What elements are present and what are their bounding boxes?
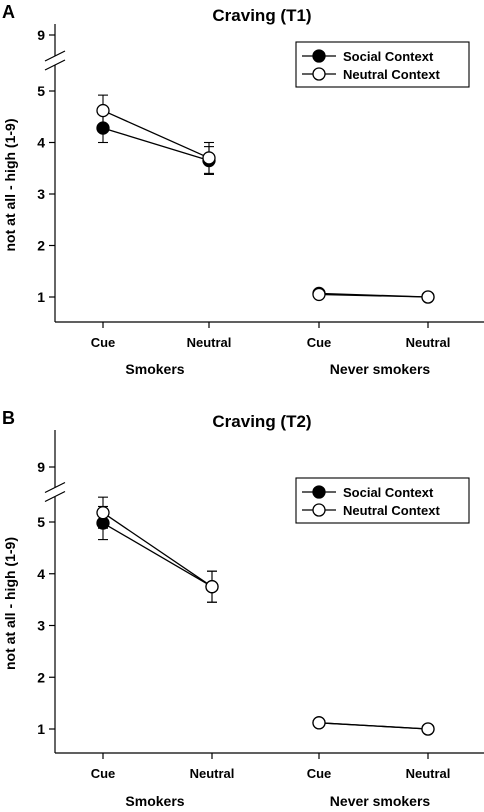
- y-tick-label: 2: [37, 669, 45, 685]
- x-tick-label: Cue: [307, 335, 332, 350]
- y-axis-label: not at all - high (1-9): [2, 119, 18, 252]
- data-point-neutral: [421, 722, 435, 736]
- axis-break-mark: [44, 490, 66, 503]
- x-tick-label: Cue: [91, 766, 116, 781]
- x-tick-label: Neutral: [406, 766, 451, 781]
- legend-label: Neutral Context: [343, 67, 440, 82]
- series-line: [102, 109, 210, 159]
- x-tick-label: Neutral: [190, 766, 235, 781]
- y-tick-label: 2: [37, 238, 45, 254]
- legend-marker-neutral: [312, 67, 326, 81]
- y-tick-label: 4: [37, 135, 45, 151]
- y-tick-label: 1: [37, 289, 45, 305]
- legend: Social Context Neutral Context: [295, 41, 470, 88]
- y-tick-label: 5: [37, 83, 45, 99]
- axis-break-mark: [44, 50, 66, 62]
- legend-marker-social: [312, 49, 326, 63]
- axis-break-mark: [44, 59, 66, 71]
- legend-label: Social Context: [343, 485, 434, 500]
- panel-label: A: [2, 2, 15, 22]
- data-point-neutral: [312, 716, 326, 730]
- legend-label: Social Context: [343, 49, 434, 64]
- y-tick-label: 9: [37, 27, 45, 43]
- data-point-neutral: [312, 287, 326, 302]
- y-tick-label: 4: [37, 566, 45, 582]
- y-tick-label: 9: [37, 459, 45, 475]
- y-tick-label: 1: [37, 721, 45, 737]
- series-line: [102, 512, 213, 588]
- panel-A: A Craving (T1) 1 2 3 4 5 9 not at all - high (1-…: [2, 2, 484, 377]
- group-label: Smokers: [125, 361, 184, 377]
- x-tick-label: Neutral: [187, 335, 232, 350]
- data-point-neutral: [202, 151, 216, 165]
- legend-box: [295, 41, 470, 88]
- series-line: [102, 522, 213, 588]
- legend-marker-neutral: [312, 503, 326, 517]
- series-line: [318, 722, 429, 730]
- chart-title: Craving (T1): [212, 6, 311, 25]
- data-point-neutral: [96, 103, 110, 118]
- data-point-neutral: [96, 506, 110, 520]
- legend-box: [295, 477, 470, 524]
- panel-B: B Craving (T2) 1 2 3 4 5 9 not at all - high (1-…: [2, 408, 484, 809]
- y-axis-label: not at all - high (1-9): [2, 537, 18, 670]
- group-label: Smokers: [125, 793, 184, 809]
- data-point-social: [96, 121, 110, 135]
- legend: Social Context Neutral Context: [295, 477, 470, 524]
- data-point-neutral: [421, 290, 435, 304]
- legend-marker-social: [312, 485, 326, 499]
- data-point-neutral: [205, 580, 219, 594]
- group-label: Never smokers: [330, 793, 431, 809]
- series-line: [102, 127, 210, 162]
- y-tick-label: 3: [37, 186, 45, 202]
- group-label: Never smokers: [330, 361, 431, 377]
- x-tick-label: Neutral: [406, 335, 451, 350]
- axis-break-mark: [44, 481, 66, 494]
- y-tick-label: 5: [37, 514, 45, 530]
- panel-label: B: [2, 408, 15, 428]
- legend-label: Neutral Context: [343, 503, 440, 518]
- chart-title: Craving (T2): [212, 412, 311, 431]
- x-tick-label: Cue: [91, 335, 116, 350]
- y-tick-label: 3: [37, 618, 45, 634]
- x-tick-label: Cue: [307, 766, 332, 781]
- series-line: [318, 293, 429, 298]
